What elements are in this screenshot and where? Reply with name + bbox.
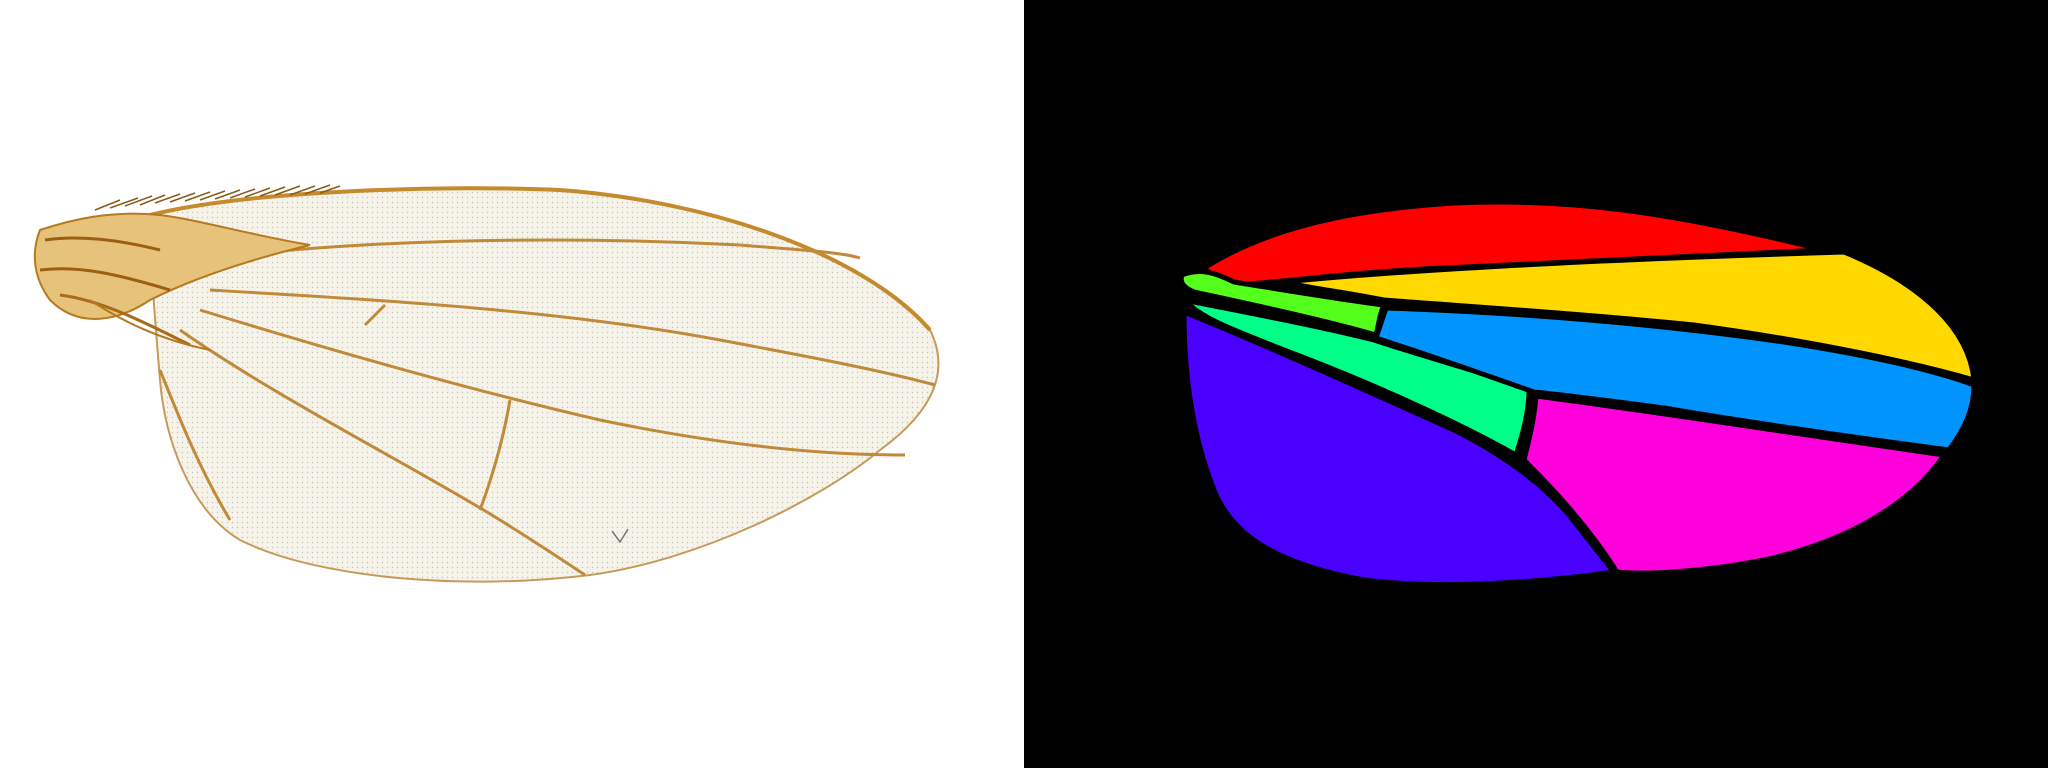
wing-hinge: [33, 184, 341, 351]
posterior-distal-cell: [1521, 393, 1947, 576]
anterior-crossvein: [363, 303, 387, 327]
wing-segmentation: [1178, 199, 1977, 588]
vein-l6: [158, 369, 232, 521]
wing-segmentation-panel: [1024, 0, 2048, 768]
vein-l3: [209, 288, 936, 387]
vein-l2: [199, 238, 861, 262]
specimen-mark: [611, 528, 629, 544]
submarginal-cell: [1373, 305, 1977, 453]
hinge-sclerite: [44, 236, 161, 252]
hinge-sclerite: [39, 267, 171, 292]
veins: [158, 238, 936, 577]
marginal-cell: [1281, 249, 1977, 383]
basal-cell: [1181, 297, 1532, 458]
wing-photo: [33, 184, 940, 583]
posterior-crossvein: [478, 399, 512, 511]
vein-l4: [199, 308, 906, 457]
hinge-sclerite: [59, 293, 191, 347]
posterior-basal-cell: [1181, 309, 1617, 588]
vein-l5: [179, 328, 586, 577]
costal-margin: [149, 186, 932, 332]
wing-photo-panel: [33, 184, 940, 583]
alula: [89, 299, 211, 351]
bristles: [94, 184, 341, 211]
